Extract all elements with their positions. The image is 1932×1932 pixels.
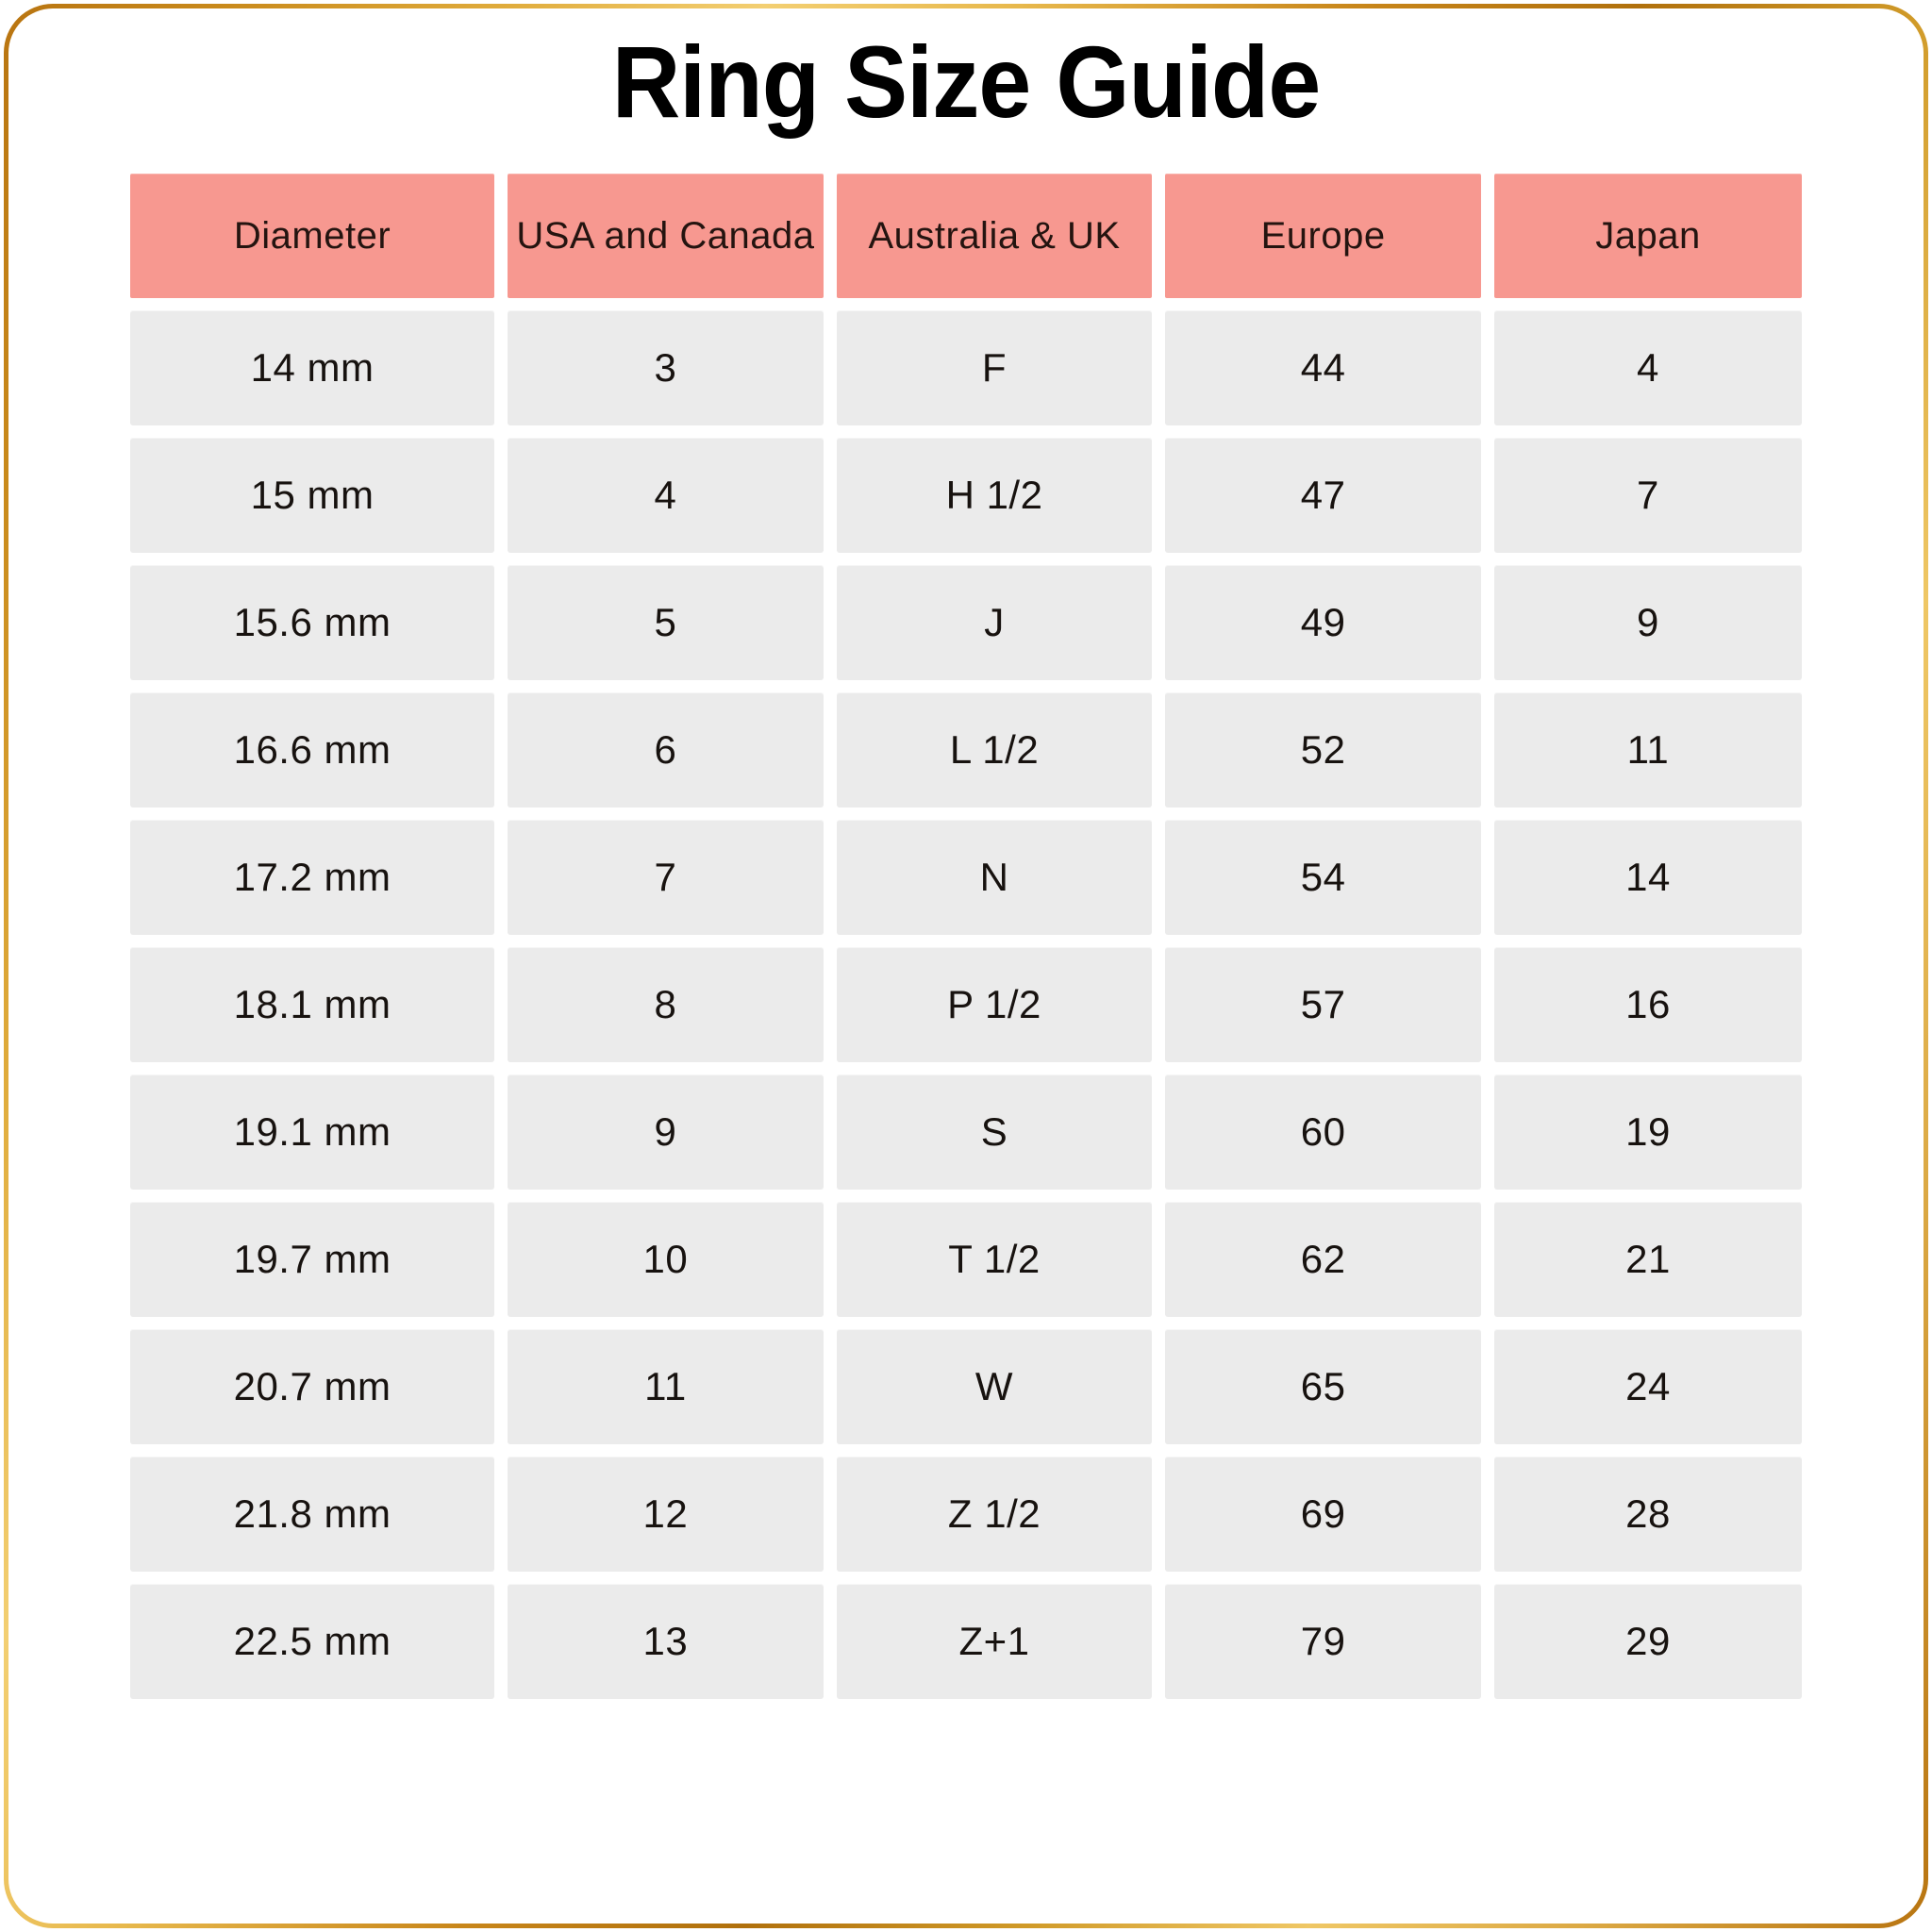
ring-size-table: Diameter USA and Canada Australia & UK E… — [117, 161, 1815, 1711]
cell-japan: 14 — [1493, 820, 1802, 935]
cell-usa-canada: 9 — [508, 1074, 824, 1190]
cell-usa-canada: 12 — [508, 1457, 824, 1572]
cell-australia-uk: L 1/2 — [836, 692, 1153, 808]
cell-usa-canada: 13 — [508, 1584, 824, 1699]
cell-diameter: 19.7 mm — [130, 1202, 495, 1317]
cell-japan: 24 — [1493, 1329, 1802, 1444]
cell-diameter: 18.1 mm — [130, 947, 495, 1062]
table-header-row: Diameter USA and Canada Australia & UK E… — [130, 174, 1802, 298]
cell-diameter: 15 mm — [130, 438, 495, 553]
column-header-japan: Japan — [1493, 174, 1802, 298]
table-row: 21.8 mm 12 Z 1/2 69 28 — [130, 1457, 1802, 1572]
table-row: 15 mm 4 H 1/2 47 7 — [130, 438, 1802, 553]
cell-europe: 52 — [1165, 692, 1481, 808]
cell-diameter: 16.6 mm — [130, 692, 495, 808]
cell-japan: 29 — [1493, 1584, 1802, 1699]
cell-japan: 9 — [1493, 565, 1802, 680]
table-row: 15.6 mm 5 J 49 9 — [130, 565, 1802, 680]
cell-japan: 7 — [1493, 438, 1802, 553]
cell-australia-uk: F — [836, 310, 1153, 425]
column-header-usa-canada: USA and Canada — [508, 174, 824, 298]
cell-europe: 47 — [1165, 438, 1481, 553]
cell-japan: 19 — [1493, 1074, 1802, 1190]
table-row: 20.7 mm 11 W 65 24 — [130, 1329, 1802, 1444]
cell-usa-canada: 11 — [508, 1329, 824, 1444]
cell-australia-uk: Z+1 — [836, 1584, 1153, 1699]
cell-usa-canada: 10 — [508, 1202, 824, 1317]
table-row: 19.7 mm 10 T 1/2 62 21 — [130, 1202, 1802, 1317]
cell-diameter: 20.7 mm — [130, 1329, 495, 1444]
table-row: 17.2 mm 7 N 54 14 — [130, 820, 1802, 935]
column-header-europe: Europe — [1165, 174, 1481, 298]
cell-europe: 54 — [1165, 820, 1481, 935]
cell-europe: 69 — [1165, 1457, 1481, 1572]
cell-europe: 62 — [1165, 1202, 1481, 1317]
cell-usa-canada: 8 — [508, 947, 824, 1062]
table-row: 14 mm 3 F 44 4 — [130, 310, 1802, 425]
cell-usa-canada: 6 — [508, 692, 824, 808]
cell-japan: 4 — [1493, 310, 1802, 425]
cell-europe: 65 — [1165, 1329, 1481, 1444]
table-body: 14 mm 3 F 44 4 15 mm 4 H 1/2 47 7 15.6 mm 5 J 49 9 16.6… — [130, 310, 1802, 1699]
cell-japan: 21 — [1493, 1202, 1802, 1317]
cell-diameter: 14 mm — [130, 310, 495, 425]
cell-australia-uk: S — [836, 1074, 1153, 1190]
cell-diameter: 22.5 mm — [130, 1584, 495, 1699]
cell-australia-uk: P 1/2 — [836, 947, 1153, 1062]
cell-usa-canada: 4 — [508, 438, 824, 553]
table-header-row-group: Diameter USA and Canada Australia & UK E… — [130, 174, 1802, 298]
column-header-australia-uk: Australia & UK — [836, 174, 1153, 298]
cell-diameter: 15.6 mm — [130, 565, 495, 680]
cell-japan: 28 — [1493, 1457, 1802, 1572]
cell-diameter: 21.8 mm — [130, 1457, 495, 1572]
column-header-diameter: Diameter — [130, 174, 495, 298]
cell-diameter: 17.2 mm — [130, 820, 495, 935]
cell-usa-canada: 5 — [508, 565, 824, 680]
cell-usa-canada: 7 — [508, 820, 824, 935]
cell-australia-uk: Z 1/2 — [836, 1457, 1153, 1572]
cell-australia-uk: W — [836, 1329, 1153, 1444]
page-title: Ring Size Guide — [611, 25, 1322, 139]
table-row: 18.1 mm 8 P 1/2 57 16 — [130, 947, 1802, 1062]
cell-australia-uk: N — [836, 820, 1153, 935]
cell-australia-uk: J — [836, 565, 1153, 680]
cell-japan: 11 — [1493, 692, 1802, 808]
cell-japan: 16 — [1493, 947, 1802, 1062]
cell-australia-uk: T 1/2 — [836, 1202, 1153, 1317]
table-row: 16.6 mm 6 L 1/2 52 11 — [130, 692, 1802, 808]
cell-europe: 79 — [1165, 1584, 1481, 1699]
cell-europe: 44 — [1165, 310, 1481, 425]
table-row: 22.5 mm 13 Z+1 79 29 — [130, 1584, 1802, 1699]
cell-europe: 49 — [1165, 565, 1481, 680]
page-content: Ring Size Guide Diameter USA and Canada … — [8, 8, 1924, 1924]
table-row: 19.1 mm 9 S 60 19 — [130, 1074, 1802, 1190]
cell-diameter: 19.1 mm — [130, 1074, 495, 1190]
decorative-gold-frame: Ring Size Guide Diameter USA and Canada … — [4, 4, 1928, 1928]
cell-usa-canada: 3 — [508, 310, 824, 425]
cell-europe: 60 — [1165, 1074, 1481, 1190]
cell-australia-uk: H 1/2 — [836, 438, 1153, 553]
cell-europe: 57 — [1165, 947, 1481, 1062]
